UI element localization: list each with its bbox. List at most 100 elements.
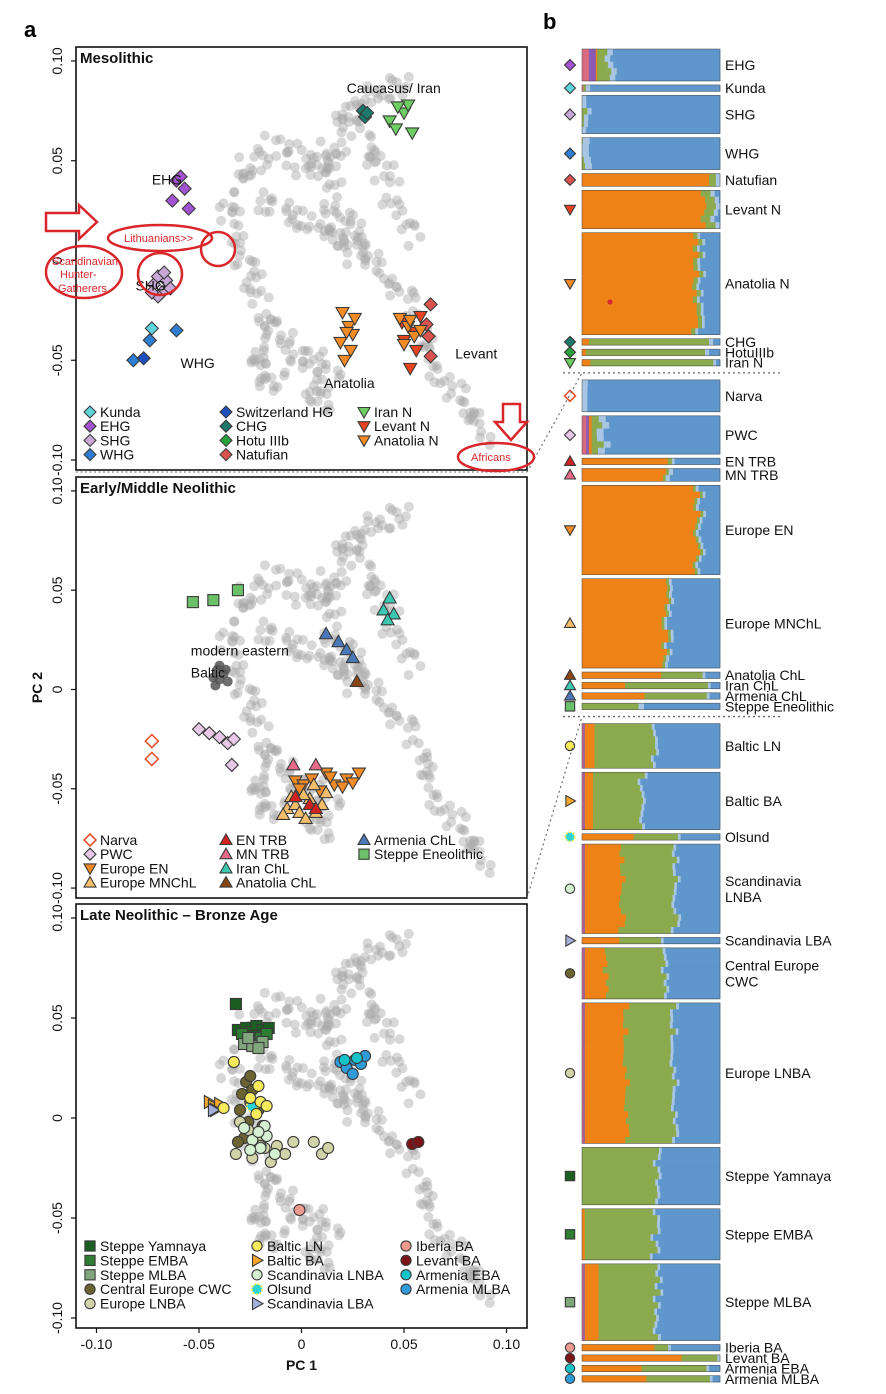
admixture-segment-light-blue bbox=[582, 143, 590, 151]
reference-point bbox=[315, 388, 326, 399]
admixture-segment-blue bbox=[673, 629, 721, 637]
reference-point bbox=[239, 168, 250, 179]
admixture-segment-blue bbox=[698, 485, 721, 492]
reference-point bbox=[332, 365, 343, 376]
reference-point bbox=[409, 1078, 420, 1089]
reference-point bbox=[255, 788, 266, 799]
reference-point bbox=[385, 171, 396, 182]
admixture-segment-blue bbox=[667, 661, 721, 669]
admixture-segment-light-blue bbox=[657, 1166, 661, 1174]
admixture-segment-green bbox=[698, 238, 703, 246]
admixture-segment-green bbox=[582, 703, 639, 710]
admixture-segment-purple bbox=[583, 1295, 586, 1303]
shg-cluster-circle bbox=[136, 251, 184, 297]
admixture-segment-blue bbox=[663, 1289, 721, 1297]
reference-point bbox=[378, 1131, 389, 1142]
reference-point bbox=[263, 1183, 274, 1194]
admixture-segment-blue bbox=[710, 682, 721, 690]
admixture-segment-blue bbox=[586, 101, 721, 109]
reference-point bbox=[460, 1241, 471, 1252]
admixture-segment-orange bbox=[582, 1234, 586, 1242]
admixture-segment-green bbox=[621, 888, 675, 896]
reference-point bbox=[306, 825, 317, 836]
admixture-segment-blue bbox=[679, 1079, 721, 1087]
admixture-segment-pink bbox=[582, 68, 590, 75]
legend-marker-natufian bbox=[219, 447, 233, 462]
reference-point bbox=[366, 999, 377, 1010]
admixture-segment-pink bbox=[582, 1085, 584, 1093]
legend-label: Iran N bbox=[374, 404, 412, 420]
admixture-bar-frame bbox=[581, 1354, 721, 1362]
admixture-bar-frame bbox=[581, 95, 721, 134]
reference-point bbox=[351, 116, 362, 127]
admixture-segment-blue bbox=[705, 251, 721, 259]
admixture-segment-pink bbox=[582, 882, 584, 890]
admixture-segment-blue bbox=[587, 392, 721, 400]
reference-point bbox=[397, 90, 408, 101]
reference-point bbox=[423, 1211, 434, 1222]
reference-point bbox=[247, 256, 258, 267]
admixture-segment-green bbox=[664, 604, 668, 611]
reference-point bbox=[261, 308, 272, 319]
admixture-segment-green bbox=[582, 1160, 654, 1167]
admixture-bar-frame bbox=[581, 485, 721, 575]
admixture-segment-blue bbox=[659, 749, 721, 756]
reference-point bbox=[371, 87, 382, 98]
reference-point bbox=[320, 637, 331, 648]
reference-point bbox=[429, 1235, 440, 1246]
reference-point bbox=[379, 1028, 390, 1039]
reference-point bbox=[379, 171, 390, 182]
admixture-group-label: Olsund bbox=[725, 829, 769, 845]
admixture-segment-light-blue bbox=[673, 888, 677, 896]
admixture-segment-green bbox=[693, 264, 698, 272]
reference-point bbox=[249, 354, 260, 365]
reference-point bbox=[276, 759, 287, 770]
reference-point bbox=[263, 153, 274, 164]
reference-point bbox=[321, 1005, 332, 1016]
admixture-segment-purple bbox=[583, 979, 586, 987]
reference-point bbox=[271, 746, 282, 757]
admixture-segment-pink bbox=[582, 447, 587, 455]
reference-point bbox=[322, 591, 333, 602]
admixture-segment-purple bbox=[586, 415, 590, 423]
admixture-bar-frame bbox=[581, 937, 721, 945]
reference-point bbox=[353, 661, 364, 672]
admixture-segment-light-blue bbox=[702, 549, 707, 556]
group-marker-anatolia-chl bbox=[563, 668, 577, 680]
admixture-segment-orange bbox=[584, 960, 608, 968]
admixture-segment-purple bbox=[583, 914, 586, 921]
admixture-segment-blue bbox=[672, 468, 721, 476]
reference-point bbox=[391, 934, 402, 945]
reference-point bbox=[319, 405, 330, 416]
admixture-segment-pink bbox=[582, 863, 584, 870]
reference-point bbox=[350, 96, 361, 107]
africans-ellipse bbox=[456, 441, 536, 473]
group-marker-steppe-eneolithic bbox=[564, 701, 576, 712]
admixture-bar-frame bbox=[581, 947, 721, 1000]
admixture-segment-light-blue bbox=[702, 238, 706, 246]
admixture-segment-blue bbox=[698, 561, 721, 569]
reference-point bbox=[267, 196, 278, 207]
group-marker-kunda bbox=[563, 81, 577, 95]
admixture-segment-light-blue bbox=[650, 755, 654, 763]
red-annotations: Lithuanians>>ScandinavianHunter-Gatherer… bbox=[44, 202, 536, 473]
admixture-segment-green bbox=[628, 1124, 677, 1131]
admixture-segment-orange bbox=[588, 441, 592, 449]
admixture-group-pwc: PWC bbox=[563, 415, 758, 455]
reference-point bbox=[313, 222, 324, 233]
admixture-segment-orange bbox=[584, 947, 606, 955]
reference-point bbox=[229, 260, 240, 271]
group-marker-en-trb bbox=[563, 454, 577, 466]
series-mn-trb bbox=[285, 757, 324, 771]
admixture-segment-light-blue bbox=[582, 379, 589, 387]
reference-point bbox=[264, 624, 275, 635]
admixture-segment-light-blue bbox=[697, 232, 701, 240]
reference-point bbox=[407, 734, 418, 745]
admixture-segment-blue bbox=[655, 1295, 721, 1303]
admixture-segment-orange bbox=[584, 1136, 626, 1144]
admixture-group-europe-mnchl: Europe MNChL bbox=[563, 578, 822, 669]
legend-marker-levant-ba bbox=[400, 1254, 412, 1267]
reference-point bbox=[340, 531, 351, 542]
reference-point bbox=[330, 200, 341, 211]
reference-point bbox=[266, 1172, 277, 1183]
